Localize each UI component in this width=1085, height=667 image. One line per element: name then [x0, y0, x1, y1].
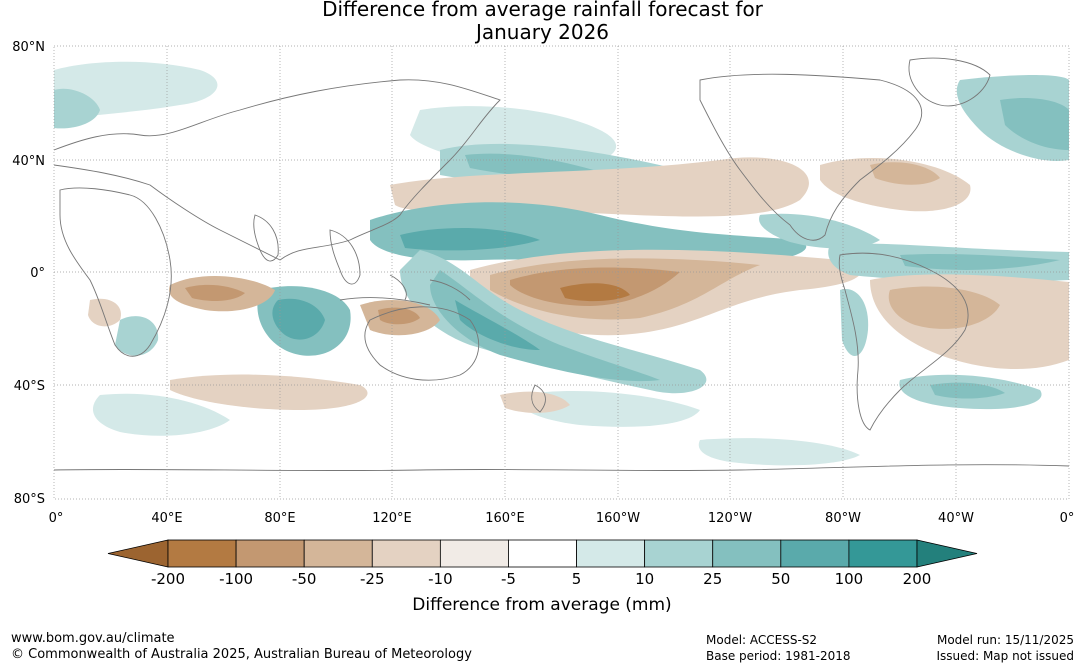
caribbean-wet: [759, 213, 880, 249]
tropical-atlantic-wet-core: [900, 253, 1060, 270]
lon-label: 0°: [1060, 511, 1075, 526]
coastline-europe-asia: [54, 79, 501, 261]
footer-issued: Issued: Map not issued: [936, 649, 1074, 663]
lat-label: 80°N: [12, 40, 45, 55]
coastline-indonesia: [339, 274, 471, 306]
coastline-antarctica: [54, 464, 1069, 472]
legend-swatch: [303, 539, 373, 568]
coastline-greenland: [908, 57, 991, 107]
maritime-continent-wet-core: [455, 300, 540, 350]
lat-label: 0°: [30, 266, 45, 281]
north-america-dry-core: [870, 162, 940, 185]
title-line-1: Difference from average rainfall forecas…: [322, 0, 763, 21]
north-atlantic-wet-core: [1000, 98, 1069, 150]
africa-dry: [88, 298, 121, 327]
footer-website: www.bom.gov.au/climate: [11, 631, 175, 646]
coastlines: [54, 57, 1069, 472]
latitude-labels: 80°N 40°N 0° 40°S 80°S: [12, 40, 45, 507]
legend-tick-label: 100: [835, 570, 864, 588]
south-indian-ocean-dry: [170, 374, 368, 410]
legend-tick-label: 50: [771, 570, 790, 588]
arctic-wet-region: [54, 88, 100, 129]
footer-model: Model: ACCESS-S2: [706, 633, 818, 647]
footer-copyright: © Commonwealth of Australia 2025, Austra…: [11, 647, 472, 662]
southern-ocean-dry: [500, 391, 570, 413]
coastline-south-america: [838, 252, 969, 431]
legend-extend-high: [916, 539, 978, 568]
legend-extend-low: [107, 539, 169, 568]
south-america-wet: [840, 289, 869, 357]
legend-tick-label: 200: [903, 570, 932, 588]
legend-tick-label: -100: [219, 570, 253, 588]
lon-label: 160°E: [485, 511, 525, 526]
east-indian-ocean-dry-core: [378, 307, 420, 325]
legend-swatch: [508, 539, 577, 568]
brazil-dry-core: [888, 286, 1000, 329]
lon-label: 120°E: [372, 511, 412, 526]
legend-swatch: [644, 539, 714, 568]
legend-swatch: [848, 539, 918, 568]
legend-swatch: [576, 539, 646, 568]
coastline-australia: [364, 306, 480, 381]
africa-wet: [115, 316, 159, 356]
coastline-africa: [59, 187, 172, 357]
legend-swatch: [439, 539, 509, 568]
coastline-southeast-asia: [329, 229, 361, 285]
indian-ocean-wet-core: [272, 298, 325, 340]
colorbar-legend: -200 -100 -50 -25 -10 -5 5 10 25 50 100 200: [107, 539, 978, 588]
legend-tick-label: -200: [151, 570, 185, 588]
legend-swatch: [235, 539, 305, 568]
longitude-labels: 0° 40°E 80°E 120°E 160°E 160°W 120°W 80°…: [49, 511, 1075, 526]
legend-swatch: [167, 539, 237, 568]
lat-label: 40°S: [14, 379, 45, 394]
coastline-india: [253, 214, 279, 262]
lon-label: 0°: [49, 511, 64, 526]
lon-label: 160°W: [596, 511, 640, 526]
central-pacific-dry-core: [560, 283, 630, 302]
legend-tick-label: 10: [635, 570, 654, 588]
graticule: [54, 46, 1069, 499]
lon-label: 40°E: [151, 511, 182, 526]
indian-ocean-dry-core: [185, 284, 245, 301]
legend-tick-label: 5: [572, 570, 582, 588]
lon-label: 40°W: [938, 511, 974, 526]
southern-ocean-wet-far: [698, 438, 860, 466]
legend-label: Difference from average (mm): [412, 595, 671, 615]
lat-label: 80°S: [14, 492, 45, 507]
legend-swatch: [780, 539, 850, 568]
footer-base-period: Base period: 1981-2018: [706, 649, 851, 663]
legend-tick-label: -25: [360, 570, 385, 588]
coastline-new-zealand: [531, 384, 546, 413]
title-line-2: January 2026: [475, 20, 610, 44]
legend-swatch: [371, 539, 441, 568]
footer-model-run: Model run: 15/11/2025: [936, 633, 1074, 647]
north-america-dry: [820, 157, 971, 212]
south-atlantic-wet-core: [930, 382, 1005, 399]
legend-tick-label: -50: [292, 570, 317, 588]
southern-ocean-wet-east: [519, 390, 700, 427]
legend-tick-label: 25: [703, 570, 722, 588]
lon-label: 120°W: [708, 511, 752, 526]
anomaly-field: [54, 46, 1069, 499]
lon-label: 80°E: [264, 511, 295, 526]
legend-tick-label: -5: [501, 570, 516, 588]
south-pacific-convergence-wet: [400, 250, 707, 394]
lon-label: 80°W: [825, 511, 861, 526]
lat-label: 40°N: [12, 154, 45, 169]
legend-swatch: [712, 539, 782, 568]
north-pacific-dry-band: [390, 157, 809, 217]
legend-tick-label: -10: [428, 570, 453, 588]
southern-ocean-wet: [92, 393, 230, 436]
coastline-north-america: [699, 73, 923, 241]
